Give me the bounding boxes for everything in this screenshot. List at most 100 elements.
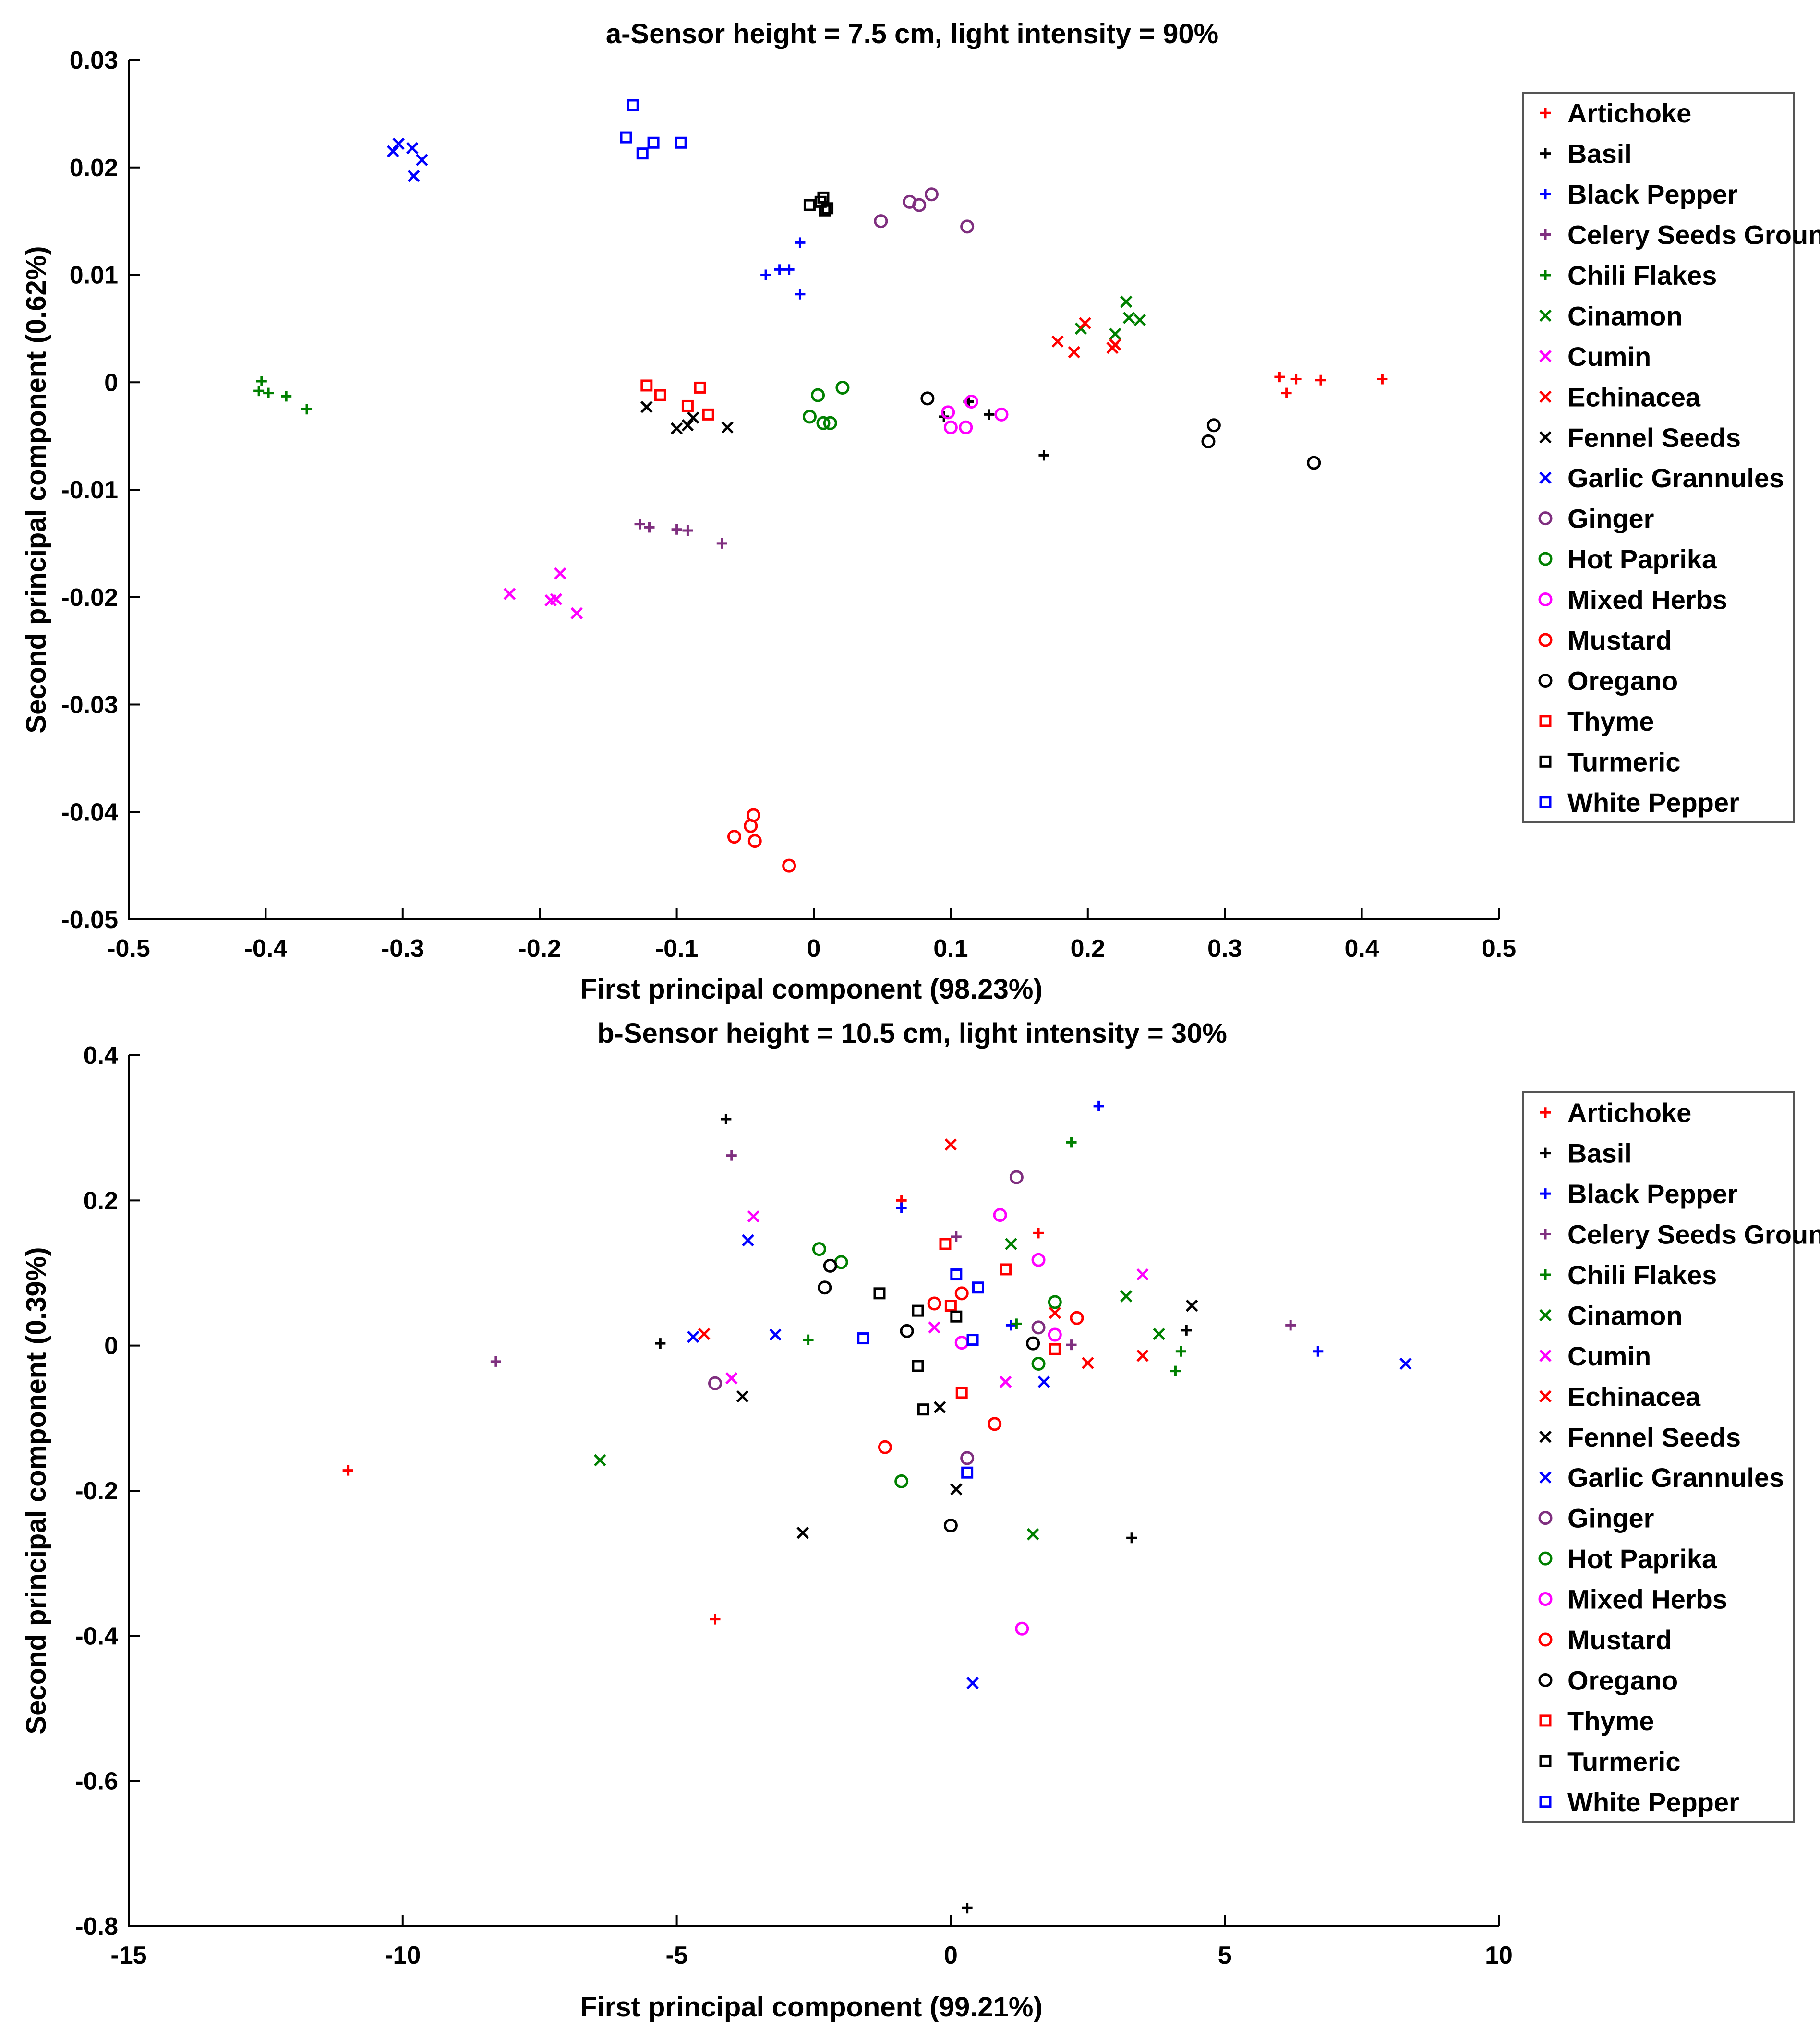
legend-label-cumin: Cumin bbox=[1567, 1341, 1651, 1371]
point-black-pepper bbox=[774, 264, 785, 275]
point-fennel-seeds bbox=[1185, 1299, 1198, 1312]
legend-marker-mustard bbox=[1538, 1632, 1553, 1647]
y-tick-label: -0.04 bbox=[61, 798, 118, 826]
point-artichoke bbox=[1033, 1228, 1044, 1239]
legend-marker-turmeric bbox=[1539, 1755, 1552, 1767]
legend-label-artichoke: Artichoke bbox=[1567, 98, 1691, 128]
legend-marker-echinacea bbox=[1539, 390, 1552, 403]
point-cumin bbox=[554, 567, 566, 580]
point-ginger bbox=[874, 214, 888, 229]
point-artichoke bbox=[1315, 374, 1326, 386]
point-garlic-grannules bbox=[415, 154, 428, 166]
point-celery-seeds-ground bbox=[671, 524, 682, 535]
x-axis-label: First principal component (99.21%) bbox=[580, 1991, 1043, 2023]
point-mixed-herbs bbox=[1048, 1327, 1062, 1342]
point-fennel-seeds bbox=[950, 1483, 963, 1496]
point-echinacea bbox=[1079, 317, 1091, 329]
point-mustard bbox=[1070, 1311, 1084, 1325]
point-echinacea bbox=[1109, 338, 1121, 351]
legend-marker-chili-flakes bbox=[1540, 1269, 1551, 1280]
point-thyme bbox=[1000, 1263, 1012, 1276]
series-fennel-seeds bbox=[640, 400, 734, 435]
y-axis-label: Second principal component (0.39%) bbox=[21, 1247, 52, 1734]
series-turmeric bbox=[873, 1287, 963, 1416]
point-black-pepper bbox=[1093, 1100, 1104, 1111]
y-tick-label: -0.03 bbox=[61, 691, 118, 719]
series-cumin bbox=[503, 567, 583, 620]
point-oregano bbox=[823, 1258, 837, 1273]
y-axis-label: Second principal component (0.62%) bbox=[21, 246, 52, 733]
x-tick-label: -10 bbox=[385, 1942, 421, 1969]
point-cinamon bbox=[1026, 1528, 1039, 1541]
legend-marker-chili-flakes bbox=[1540, 270, 1551, 280]
point-hot-paprika bbox=[894, 1474, 909, 1488]
point-chili-flakes bbox=[1066, 1137, 1077, 1148]
point-cumin bbox=[570, 607, 583, 620]
legend-label-cinamon: Cinamon bbox=[1567, 301, 1683, 331]
point-black-pepper bbox=[795, 289, 806, 300]
point-ginger bbox=[960, 1451, 975, 1465]
legend: Artichoke Basil Black Pepper Celery Seeds G… bbox=[1522, 92, 1820, 823]
point-white-pepper bbox=[857, 1332, 869, 1345]
legend-label-celery-seeds-ground: Celery Seeds Ground bbox=[1567, 220, 1820, 250]
point-cumin bbox=[725, 1372, 738, 1385]
legend-marker-cumin bbox=[1539, 1350, 1552, 1362]
legend-marker-white-pepper bbox=[1539, 1796, 1552, 1808]
point-mustard bbox=[878, 1440, 892, 1454]
point-turmeric bbox=[803, 199, 816, 211]
point-mustard bbox=[747, 834, 762, 848]
y-tick-label: -0.6 bbox=[75, 1768, 118, 1796]
series-turmeric bbox=[803, 191, 834, 217]
point-basil bbox=[721, 1114, 732, 1125]
legend-marker-cumin bbox=[1539, 350, 1552, 362]
point-chili-flakes bbox=[263, 387, 274, 398]
point-fennel-seeds bbox=[933, 1401, 946, 1413]
point-hot-paprika bbox=[811, 388, 825, 402]
point-chili-flakes bbox=[1170, 1365, 1181, 1376]
point-turmeric bbox=[821, 202, 834, 215]
point-celery-seeds-ground bbox=[716, 538, 727, 549]
point-chili-flakes bbox=[1175, 1346, 1186, 1357]
legend-label-oregano: Oregano bbox=[1567, 1665, 1678, 1695]
x-tick-label: 0 bbox=[807, 935, 821, 963]
legend-label-cumin: Cumin bbox=[1567, 341, 1651, 372]
point-turmeric bbox=[912, 1304, 924, 1317]
point-echinacea bbox=[1051, 335, 1064, 348]
legend-label-basil: Basil bbox=[1567, 139, 1632, 169]
x-tick-label: -5 bbox=[665, 1942, 687, 1969]
point-fennel-seeds bbox=[721, 421, 734, 434]
x-axis-label: First principal component (98.23%) bbox=[580, 974, 1043, 1005]
series-black-pepper bbox=[896, 1100, 1324, 1357]
legend-label-turmeric: Turmeric bbox=[1567, 747, 1680, 777]
point-thyme bbox=[681, 399, 694, 412]
point-fennel-seeds bbox=[640, 400, 653, 413]
point-celery-seeds-ground bbox=[726, 1150, 737, 1161]
legend-label-garlic-grannules: Garlic Grannules bbox=[1567, 1462, 1784, 1493]
point-ginger bbox=[912, 198, 927, 212]
legend-label-mustard: Mustard bbox=[1567, 625, 1672, 655]
point-artichoke bbox=[1290, 374, 1302, 385]
legend-label-mixed-herbs: Mixed Herbs bbox=[1567, 1584, 1727, 1615]
legend-marker-ginger bbox=[1538, 1511, 1553, 1525]
y-tick-label: -0.01 bbox=[61, 476, 118, 504]
point-turmeric bbox=[950, 1310, 963, 1323]
legend: Artichoke Basil Black Pepper Celery Seeds G… bbox=[1522, 1091, 1820, 1823]
point-hot-paprika bbox=[835, 380, 850, 395]
legend-marker-mixed-herbs bbox=[1538, 592, 1553, 607]
point-echinacea bbox=[1068, 346, 1081, 359]
series-ginger bbox=[708, 1170, 1046, 1465]
legend-marker-black-pepper bbox=[1540, 1188, 1551, 1199]
series-white-pepper bbox=[620, 99, 687, 160]
point-oregano bbox=[900, 1324, 914, 1338]
axis-lines bbox=[128, 60, 1499, 920]
legend-label-thyme: Thyme bbox=[1567, 1706, 1654, 1736]
x-tick-label: 0.2 bbox=[1071, 935, 1105, 963]
series-mixed-herbs bbox=[941, 395, 1009, 434]
x-tick-label: -0.3 bbox=[381, 935, 424, 963]
point-artichoke bbox=[1274, 372, 1285, 383]
point-white-pepper bbox=[636, 147, 649, 160]
point-hot-paprika bbox=[1048, 1295, 1062, 1309]
point-mixed-herbs bbox=[959, 420, 973, 434]
legend-marker-mixed-herbs bbox=[1538, 1592, 1553, 1606]
point-basil bbox=[1181, 1325, 1192, 1336]
